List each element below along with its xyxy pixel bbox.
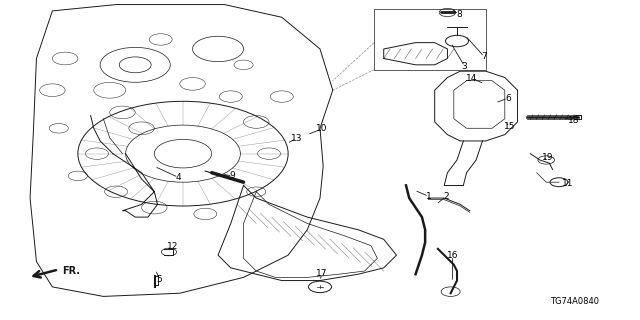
Text: 16: 16 [447,251,458,260]
Text: 8: 8 [456,10,462,19]
Text: 1: 1 [426,192,432,201]
Bar [374,9,486,69]
Text: 12: 12 [166,242,178,251]
Text: 13: 13 [291,134,302,143]
Text: 7: 7 [481,52,487,61]
Text: 5: 5 [157,276,163,284]
Text: FR.: FR. [62,266,80,276]
Text: 3: 3 [462,62,468,71]
Text: 15: 15 [504,122,516,131]
Text: 14: 14 [466,74,477,83]
Text: 9: 9 [230,172,236,180]
Text: TG74A0840: TG74A0840 [550,297,600,306]
Text: 18: 18 [568,116,579,125]
Text: 2: 2 [444,192,449,201]
Text: 4: 4 [176,173,181,182]
Text: 6: 6 [505,94,511,103]
Text: 11: 11 [561,179,573,188]
Text: 19: 19 [542,153,554,162]
Text: 17: 17 [316,269,328,278]
Text: 10: 10 [316,124,328,133]
